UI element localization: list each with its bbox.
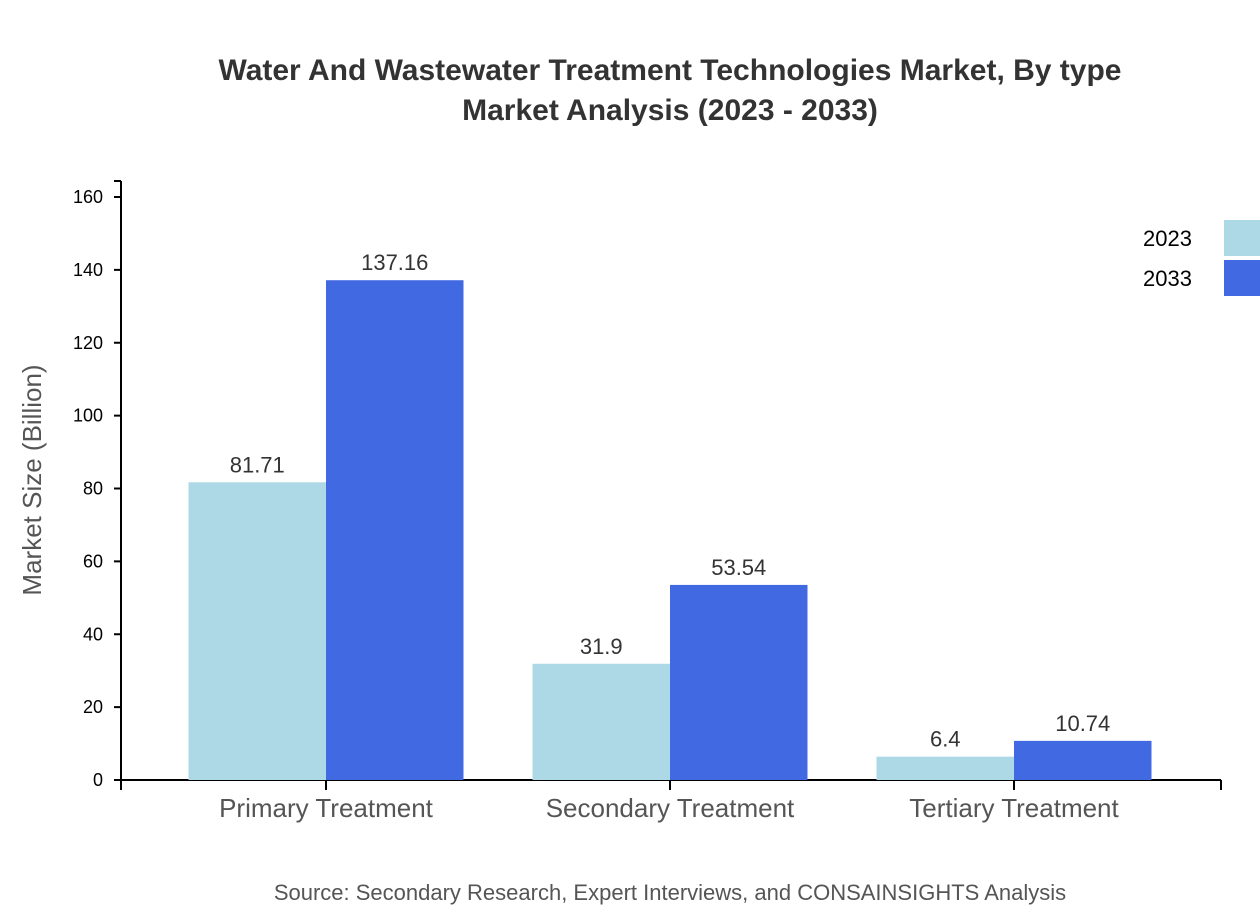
bar-2023-2 — [876, 756, 1014, 780]
x-tick-label: Secondary Treatment — [546, 793, 795, 823]
x-tick-label: Primary Treatment — [219, 793, 434, 823]
bar-2033-0 — [326, 280, 464, 780]
bar-2033-2 — [1014, 740, 1152, 780]
x-axis: Primary Treatment Secondary Treatment Tert… — [120, 779, 1222, 823]
data-label: 81.71 — [230, 452, 285, 477]
y-tick-label: 140 — [73, 260, 103, 280]
y-tick-label: 40 — [83, 624, 103, 644]
bar-2023-0 — [188, 482, 326, 780]
y-tick-label: 0 — [93, 770, 103, 790]
chart-title-line1: Water And Wastewater Treatment Technolog… — [219, 54, 1122, 87]
source-note: Source: Secondary Research, Expert Inter… — [274, 880, 1066, 905]
y-tick-label: 100 — [73, 406, 103, 426]
bar-2033-1 — [670, 584, 808, 780]
bars: 81.71 31.9 6.4 137.16 53.54 10.74 — [188, 250, 1152, 780]
y-tick-label: 120 — [73, 333, 103, 353]
data-label: 31.9 — [580, 634, 623, 659]
y-axis: 0 20 40 60 80 100 120 140 160 — [73, 180, 122, 790]
y-tick-label: 60 — [83, 551, 103, 571]
data-label: 53.54 — [711, 555, 766, 580]
y-tick-label: 160 — [73, 187, 103, 207]
legend-swatch-2033 — [1224, 260, 1260, 296]
data-label: 6.4 — [930, 727, 961, 752]
x-tick-label: Tertiary Treatment — [909, 793, 1119, 823]
data-label: 137.16 — [361, 250, 428, 275]
legend-swatch-2023 — [1224, 220, 1260, 256]
y-axis-label: Market Size (Billion) — [17, 364, 47, 595]
y-tick-label: 20 — [83, 697, 103, 717]
data-label: 10.74 — [1055, 711, 1110, 736]
legend-label: 2023 — [1143, 226, 1192, 251]
chart-title-line2: Market Analysis (2023 - 2033) — [462, 94, 878, 127]
bar-2023-1 — [532, 663, 670, 780]
legend: 2023 2033 — [1143, 220, 1260, 296]
y-tick-label: 80 — [83, 479, 103, 499]
legend-label: 2033 — [1143, 266, 1192, 291]
